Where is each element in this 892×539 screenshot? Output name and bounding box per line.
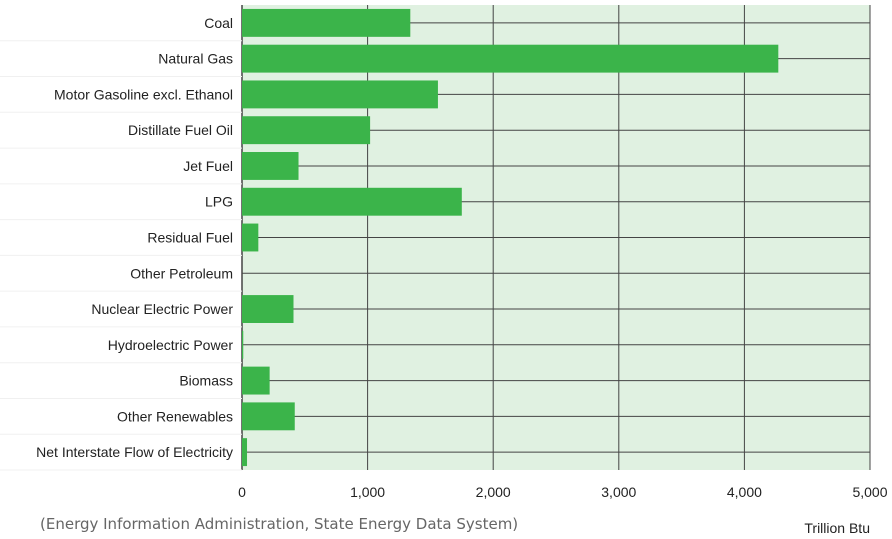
bars: [242, 8, 779, 467]
bar: [242, 330, 244, 359]
bar: [242, 8, 411, 37]
category-label: Natural Gas: [158, 51, 233, 67]
category-label: Motor Gasoline excl. Ethanol: [54, 86, 233, 102]
category-label: LPG: [205, 194, 233, 210]
category-label: Net Interstate Flow of Electricity: [36, 444, 233, 460]
bar: [242, 295, 294, 323]
unit-label: Trillion Btu: [804, 520, 870, 536]
category-label: Hydroelectric Power: [108, 337, 234, 353]
bar: [242, 152, 299, 180]
category-labels: Coal Natural Gas Motor Gasoline excl. Etha…: [0, 15, 242, 471]
x-tick-label: 1,000: [350, 484, 385, 500]
bar: [242, 187, 462, 216]
category-label: Residual Fuel: [147, 230, 233, 246]
bar: [242, 223, 259, 252]
category-label: Other Petroleum: [130, 265, 233, 281]
category-label: Jet Fuel: [183, 158, 233, 174]
x-tick-label: 4,000: [727, 484, 762, 500]
bar: [242, 44, 779, 73]
x-tick-label: 2,000: [476, 484, 511, 500]
bar: [242, 116, 371, 145]
bar: [242, 438, 248, 467]
x-tick-label: 0: [238, 484, 246, 500]
source-note: (Energy Information Administration, Stat…: [40, 515, 518, 533]
bar: [242, 402, 295, 431]
category-label: Nuclear Electric Power: [91, 301, 233, 317]
category-label: Coal: [204, 15, 233, 31]
bar: [242, 80, 438, 109]
x-tick-labels: 0 1,000 2,000 3,000 4,000 5,000: [238, 484, 888, 500]
bar: [242, 366, 270, 395]
x-tick-label: 3,000: [601, 484, 636, 500]
category-label: Biomass: [179, 373, 233, 389]
x-tick-label: 5,000: [852, 484, 887, 500]
category-label: Other Renewables: [117, 408, 233, 424]
category-label: Distillate Fuel Oil: [128, 122, 233, 138]
